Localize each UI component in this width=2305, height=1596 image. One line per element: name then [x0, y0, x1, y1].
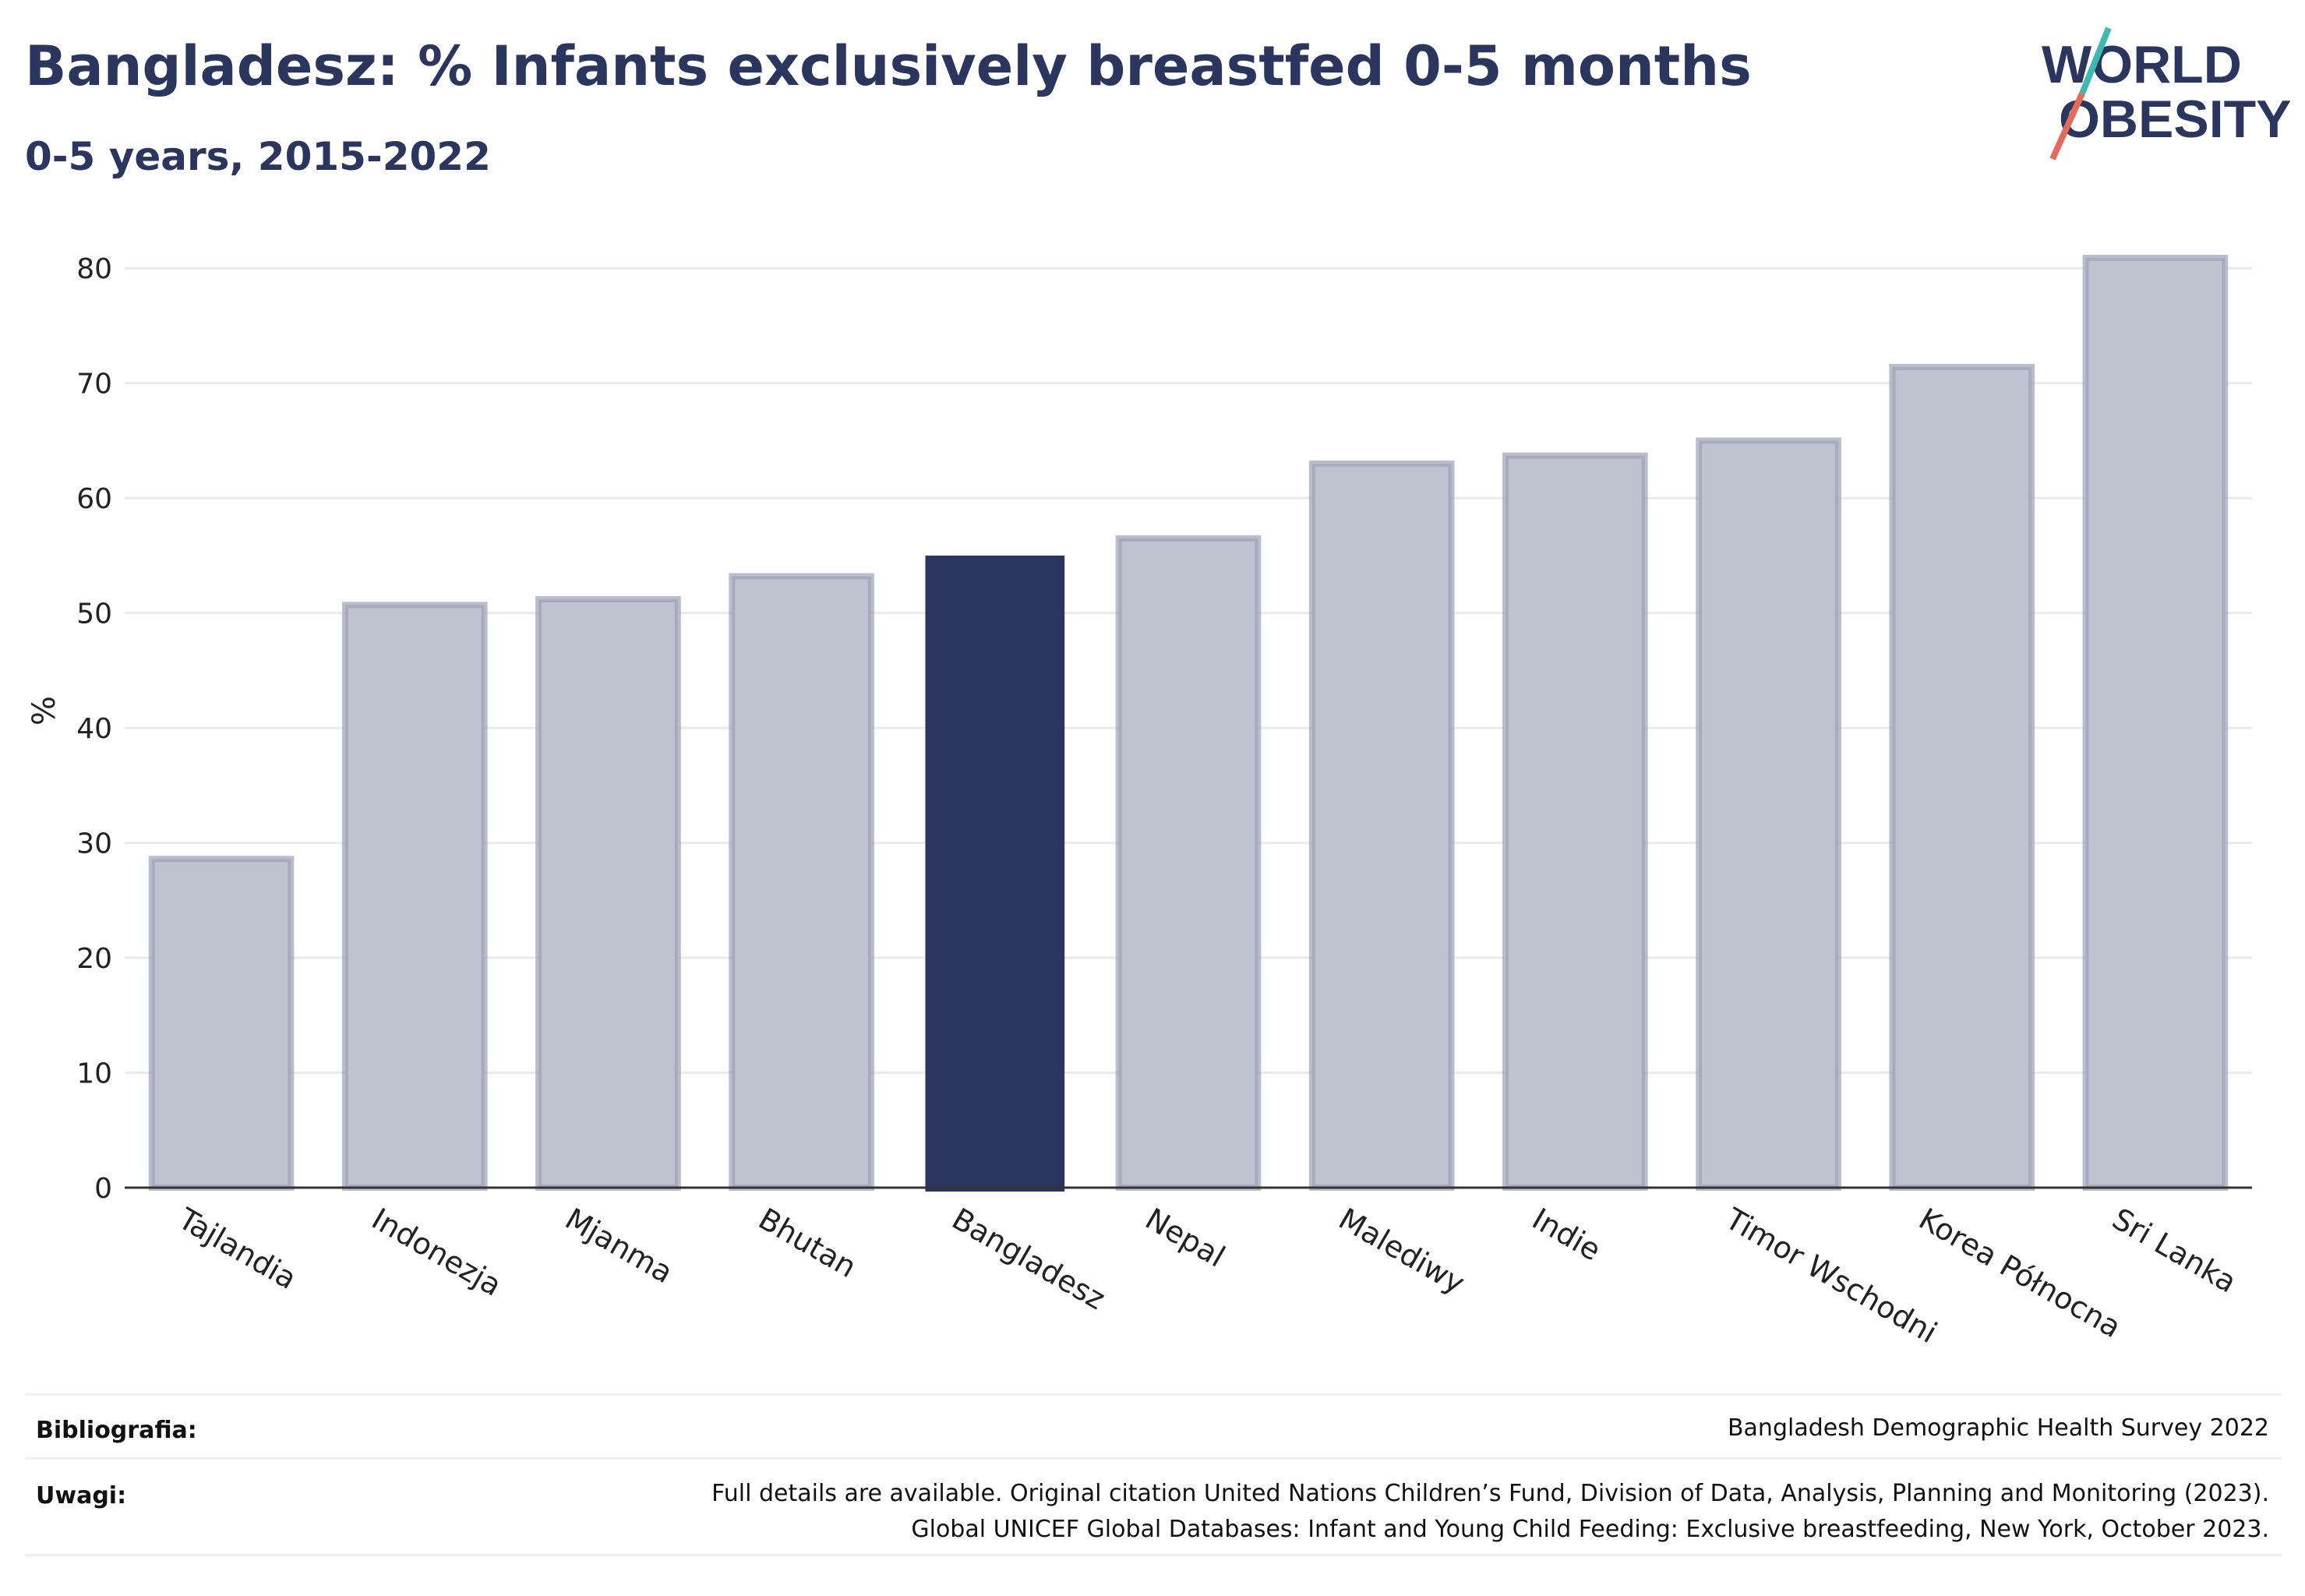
bar-indonezja — [341, 602, 488, 1191]
logo-line1: WORLD — [2042, 35, 2242, 94]
bars — [148, 254, 2229, 1192]
x-tick-label: Malediwy — [1333, 1202, 1470, 1301]
bar-tajlandia — [148, 856, 295, 1191]
bar-sri-lanka — [2082, 254, 2229, 1192]
bibliography-label: Bibliografia: — [36, 1417, 197, 1444]
x-tick-label: Indie — [1527, 1202, 1607, 1268]
y-tick-label: 70 — [76, 369, 112, 401]
y-tick-label: 40 — [76, 713, 112, 745]
bar-indie — [1502, 452, 1648, 1191]
notes-line-2: Global UNICEF Global Databases: Infant a… — [911, 1516, 2269, 1543]
y-tick-label: 10 — [76, 1058, 112, 1090]
y-tick-labels: 0 10 20 30 40 50 60 70 80 — [76, 253, 112, 1205]
x-tick-label: Timor Wschodni — [1719, 1201, 1943, 1350]
x-tick-label: Bangladesz — [946, 1202, 1110, 1316]
y-tick-label: 60 — [76, 483, 112, 515]
x-tick-label: Tajlandia — [172, 1201, 302, 1296]
x-tick-label: Nepal — [1140, 1202, 1231, 1274]
x-tick-label: Korea Północna — [1913, 1202, 2127, 1345]
footer-divider-bottom — [25, 1554, 2282, 1556]
bar-chart: 0 10 20 30 40 50 60 70 80 Tajlandia Indonezja Mjan… — [26, 253, 2252, 1350]
footer-divider-top — [25, 1393, 2282, 1396]
world-obesity-logo: WORLD OBESITY — [2042, 26, 2291, 161]
y-tick-label: 80 — [76, 253, 112, 285]
bar-timor-wschodni — [1696, 437, 1841, 1191]
bar-bangladesz — [925, 555, 1065, 1192]
x-tick-label: Sri Lanka — [2106, 1202, 2242, 1300]
bar-malediwy — [1308, 460, 1455, 1191]
chart-subtitle: 0-5 years, 2015-2022 — [25, 134, 491, 179]
y-tick-label: 20 — [76, 943, 112, 975]
y-tick-label: 50 — [76, 598, 112, 630]
bibliography-text: Bangladesh Demographic Health Survey 202… — [1727, 1414, 2269, 1442]
x-tick-label: Mjanma — [559, 1202, 679, 1291]
x-tick-label: Indonezja — [366, 1202, 507, 1303]
x-tick-label: Bhutan — [753, 1202, 862, 1284]
notes-line-1: Full details are available. Original cit… — [711, 1480, 2269, 1507]
logo-slash-teal — [2079, 26, 2112, 95]
x-tick-labels: Tajlandia Indonezja Mjanma Bhutan Bangladesz… — [172, 1201, 2243, 1350]
y-tick-label: 30 — [76, 828, 112, 860]
bar-nepal — [1115, 535, 1262, 1191]
bar-mjanma — [535, 595, 681, 1191]
y-axis-label: % — [26, 696, 62, 726]
chart-title: Bangladesz: % Infants exclusively breast… — [25, 34, 1752, 98]
bar-korea-północna — [1889, 364, 2035, 1191]
notes-text: Full details are available. Original cit… — [711, 1476, 2269, 1548]
footer-divider-middle — [25, 1457, 2282, 1460]
y-tick-label: 0 — [94, 1173, 112, 1205]
logo-slash-coral — [2049, 92, 2085, 161]
logo-line2: OBESITY — [2059, 90, 2291, 149]
bar-bhutan — [729, 573, 874, 1191]
notes-label: Uwagi: — [36, 1482, 127, 1509]
